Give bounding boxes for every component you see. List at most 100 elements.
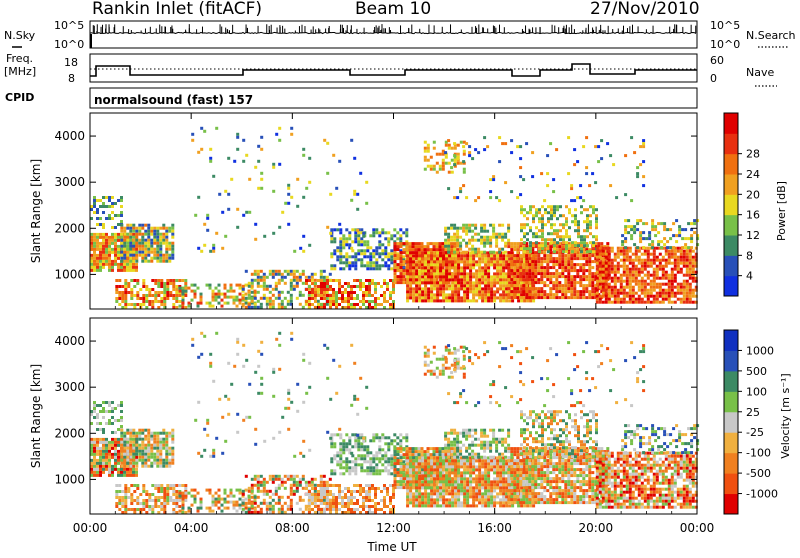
heatmap-cell	[433, 284, 436, 287]
heatmap-cell	[403, 275, 406, 278]
heatmap-cell	[570, 281, 573, 284]
heatmap-cell	[169, 282, 172, 285]
heatmap-cell	[565, 223, 568, 226]
heatmap-cell	[93, 199, 96, 202]
heatmap-cell	[290, 294, 293, 297]
heatmap-cell	[384, 264, 387, 267]
heatmap-cell	[608, 265, 611, 268]
heatmap-cell	[354, 234, 357, 237]
heatmap-cell	[564, 296, 567, 299]
heatmap-cell	[126, 450, 129, 453]
heatmap-cell	[96, 266, 99, 269]
heatmap-cell	[522, 269, 525, 272]
heatmap-cell	[272, 276, 275, 279]
heatmap-cell	[129, 239, 132, 242]
heatmap-cell	[650, 286, 653, 289]
heatmap-cell	[117, 404, 120, 407]
heatmap-cell	[120, 429, 123, 432]
heatmap-cell	[451, 159, 454, 162]
heatmap-cell	[145, 505, 148, 508]
heatmap-cell	[573, 257, 576, 260]
heatmap-cell	[350, 288, 353, 291]
heatmap-cell	[147, 236, 150, 239]
heatmap-cell	[433, 147, 436, 150]
heatmap-cell	[248, 499, 251, 502]
heatmap-cell	[175, 502, 178, 505]
heatmap-cell	[191, 284, 194, 287]
heatmap-cell	[674, 274, 677, 277]
heatmap-cell	[381, 228, 384, 231]
heatmap-cell	[620, 292, 623, 295]
heatmap-cell	[126, 444, 129, 447]
heatmap-cell	[427, 278, 430, 281]
heatmap-cell	[457, 162, 460, 165]
heatmap-cell	[141, 224, 144, 227]
heatmap-cell	[586, 217, 589, 220]
heatmap-cell	[135, 432, 138, 435]
heatmap-cell	[451, 257, 454, 260]
heatmap-cell	[602, 289, 605, 292]
heatmap-cell	[126, 224, 129, 227]
heatmap-cell	[368, 300, 371, 303]
heatmap-cell	[546, 266, 549, 269]
heatmap-cell	[242, 493, 245, 496]
heatmap-cell	[469, 287, 472, 290]
heatmap-cell	[483, 245, 486, 248]
heatmap-cell	[99, 474, 102, 477]
heatmap-cell	[145, 300, 148, 303]
heatmap-cell	[644, 253, 647, 256]
heatmap-cell	[165, 242, 168, 245]
noise-panel: N.Sky 10^5 10^0 10^5 10^0 N.Search	[4, 19, 796, 51]
heatmap-cell	[278, 127, 281, 130]
heatmap-cell	[513, 290, 516, 293]
heatmap-cell	[583, 238, 586, 241]
heatmap-cell	[160, 282, 163, 285]
heatmap-cell	[400, 254, 403, 257]
heatmap-cell	[501, 224, 504, 227]
heatmap-cell	[138, 456, 141, 459]
heatmap-cell	[151, 300, 154, 303]
heatmap-cell	[354, 267, 357, 270]
heatmap-cell	[600, 242, 603, 245]
heatmap-cell	[430, 254, 433, 257]
heatmap-cell	[624, 225, 627, 228]
heatmap-cell	[323, 288, 326, 291]
heatmap-cell	[595, 223, 598, 226]
heatmap-cell	[475, 284, 478, 287]
heatmap-cell	[248, 297, 251, 300]
heatmap-cell	[510, 266, 513, 269]
heatmap-cell	[323, 291, 326, 294]
heatmap-cell	[686, 256, 689, 259]
heatmap-cell	[638, 295, 641, 298]
heatmap-cell	[281, 279, 284, 282]
heatmap-cell	[144, 465, 147, 468]
heatmap-cell	[212, 498, 215, 501]
heatmap-cell	[641, 298, 644, 301]
heatmap-cell	[502, 257, 505, 260]
heatmap-cell	[102, 260, 105, 263]
heatmap-cell	[120, 419, 123, 422]
heatmap-cell	[400, 272, 403, 275]
heatmap-cell	[493, 272, 496, 275]
heatmap-cell	[430, 242, 433, 245]
heatmap-cell	[108, 444, 111, 447]
heatmap-cell	[132, 453, 135, 456]
heatmap-cell	[614, 298, 617, 301]
heatmap-cell	[424, 141, 427, 144]
heatmap-cell	[386, 285, 389, 288]
heatmap-cell	[138, 245, 141, 248]
heatmap-cell	[430, 290, 433, 293]
heatmap-cell	[629, 274, 632, 277]
heatmap-cell	[372, 264, 375, 267]
heatmap-cell	[160, 505, 163, 508]
heatmap-cell	[260, 178, 263, 181]
heatmap-cell	[380, 303, 383, 306]
heatmap-cell	[96, 413, 99, 416]
heatmap-cell	[528, 254, 531, 257]
heatmap-cell	[209, 510, 212, 513]
heatmap-cell	[630, 199, 633, 202]
heatmap-cell	[436, 162, 439, 165]
heatmap-cell	[466, 254, 469, 257]
heatmap-cell	[260, 172, 263, 175]
heatmap-cell	[671, 283, 674, 286]
